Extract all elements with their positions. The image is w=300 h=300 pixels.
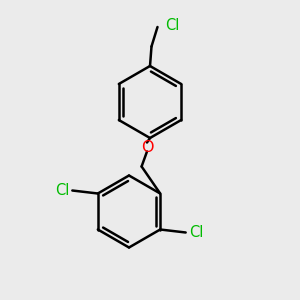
Text: Cl: Cl [165, 18, 179, 33]
Text: O: O [141, 140, 153, 154]
Text: Cl: Cl [55, 183, 69, 198]
Text: Cl: Cl [189, 225, 203, 240]
